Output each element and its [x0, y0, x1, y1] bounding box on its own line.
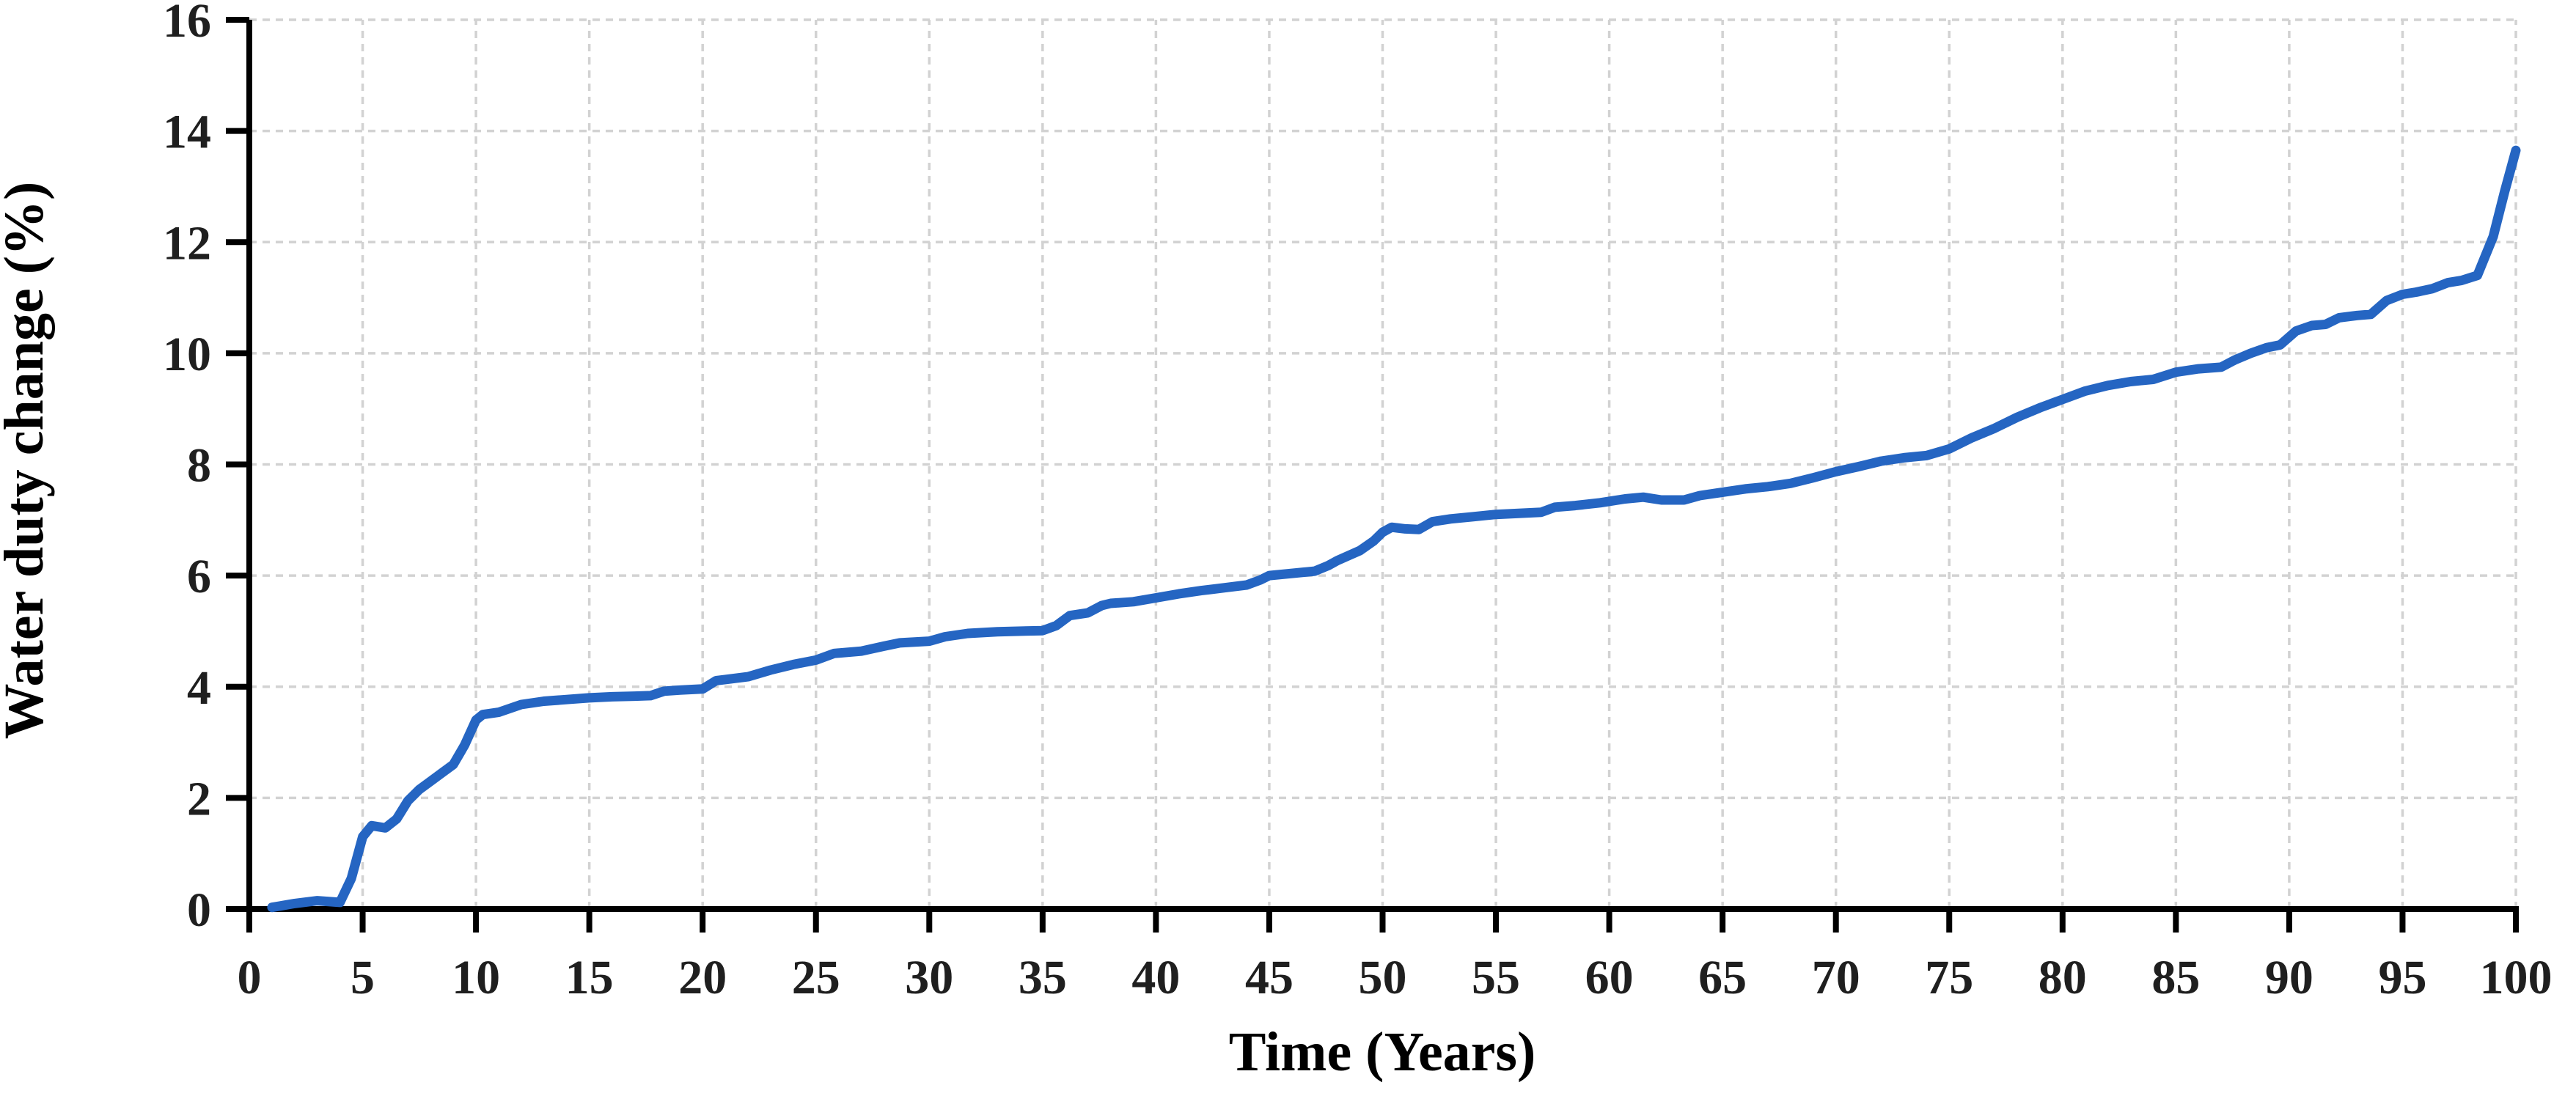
x-tick-label: 0 — [238, 951, 262, 1004]
y-tick-label: 8 — [187, 439, 211, 493]
x-tick-label: 25 — [792, 951, 840, 1004]
x-tick-label: 55 — [1472, 951, 1520, 1004]
y-tick-label: 10 — [163, 328, 211, 381]
x-tick-label: 50 — [1359, 951, 1407, 1004]
y-tick-label: 2 — [187, 772, 211, 825]
gridlines — [249, 18, 2517, 909]
x-tick-label: 75 — [1925, 951, 1973, 1004]
x-tick-label: 45 — [1245, 951, 1293, 1004]
y-tick-label: 6 — [187, 550, 211, 603]
x-tick-label: 90 — [2265, 951, 2313, 1004]
x-tick-label: 10 — [452, 951, 500, 1004]
y-axis-title: Water duty change (%) — [0, 182, 55, 740]
y-tick-label: 14 — [163, 106, 211, 159]
x-tick-label: 15 — [565, 951, 614, 1004]
data-series — [267, 145, 2521, 913]
x-tick-label: 5 — [351, 951, 375, 1004]
x-tick-label: 70 — [1812, 951, 1860, 1004]
x-tick-label: 35 — [1019, 951, 1067, 1004]
series-line — [267, 145, 2521, 913]
x-tick-label: 60 — [1585, 951, 1634, 1004]
x-tick-label: 40 — [1131, 951, 1180, 1004]
x-tick-label: 100 — [2480, 951, 2553, 1004]
x-tick-label: 95 — [2378, 951, 2426, 1004]
tick-marks — [226, 17, 2519, 933]
y-tick-label: 0 — [187, 883, 211, 937]
y-tick-label: 4 — [187, 661, 211, 715]
y-tick-label: 12 — [163, 216, 211, 270]
x-tick-label: 85 — [2151, 951, 2200, 1004]
x-tick-label: 65 — [1698, 951, 1747, 1004]
tick-labels: 0 5 10 15 20 25 30 35 40 45 50 55 60 65 70 75 80 85 90 95 10… — [163, 0, 2553, 1004]
x-tick-label: 80 — [2039, 951, 2087, 1004]
x-tick-label: 20 — [678, 951, 727, 1004]
y-tick-label: 16 — [163, 0, 211, 48]
x-axis-title: Time (Years) — [1229, 1021, 1536, 1083]
x-tick-label: 30 — [905, 951, 953, 1004]
